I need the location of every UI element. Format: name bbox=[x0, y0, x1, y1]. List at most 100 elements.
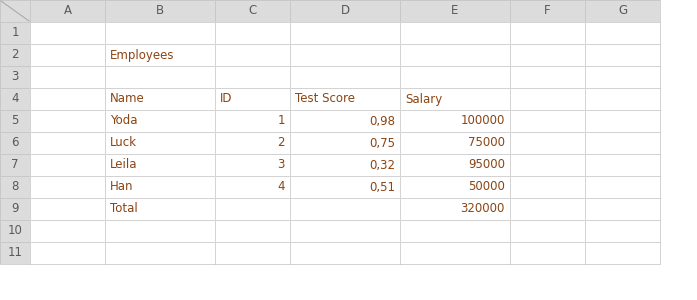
Bar bbox=[400, 0, 510, 22]
Bar bbox=[0, 22, 30, 44]
Bar bbox=[0, 220, 30, 242]
Bar bbox=[215, 220, 290, 242]
Bar bbox=[585, 220, 660, 242]
Bar bbox=[0, 198, 30, 220]
Text: 5: 5 bbox=[11, 115, 19, 128]
Bar bbox=[400, 110, 510, 132]
Text: Leila: Leila bbox=[110, 158, 137, 172]
Bar bbox=[105, 198, 215, 220]
Bar bbox=[0, 66, 30, 88]
Bar bbox=[30, 154, 105, 176]
Bar bbox=[30, 132, 105, 154]
Bar bbox=[585, 44, 660, 66]
Bar bbox=[290, 132, 400, 154]
Bar bbox=[585, 44, 660, 66]
Bar bbox=[215, 154, 290, 176]
Bar bbox=[510, 132, 585, 154]
Text: Employees: Employees bbox=[110, 49, 174, 62]
Bar bbox=[585, 198, 660, 220]
Text: 10: 10 bbox=[8, 224, 22, 238]
Bar bbox=[290, 220, 400, 242]
Bar bbox=[30, 176, 105, 198]
Bar bbox=[215, 242, 290, 264]
Bar bbox=[290, 154, 400, 176]
Text: 11: 11 bbox=[8, 247, 22, 260]
Bar bbox=[0, 88, 30, 110]
Text: 0,75: 0,75 bbox=[369, 136, 395, 149]
Bar bbox=[105, 154, 215, 176]
Bar bbox=[400, 66, 510, 88]
Bar bbox=[585, 220, 660, 242]
Bar bbox=[105, 176, 215, 198]
Bar bbox=[400, 0, 510, 22]
Bar bbox=[585, 132, 660, 154]
Bar bbox=[105, 0, 215, 22]
Bar bbox=[585, 88, 660, 110]
Bar bbox=[400, 198, 510, 220]
Bar bbox=[585, 22, 660, 44]
Text: 1: 1 bbox=[11, 26, 19, 40]
Bar bbox=[105, 220, 215, 242]
Bar bbox=[510, 44, 585, 66]
Bar bbox=[510, 220, 585, 242]
Bar bbox=[0, 22, 30, 44]
Bar bbox=[105, 242, 215, 264]
Bar bbox=[290, 0, 400, 22]
Bar bbox=[105, 88, 215, 110]
Bar bbox=[30, 220, 105, 242]
Bar bbox=[585, 110, 660, 132]
Bar bbox=[585, 0, 660, 22]
Bar bbox=[105, 110, 215, 132]
Bar bbox=[215, 176, 290, 198]
Bar bbox=[215, 110, 290, 132]
Bar bbox=[400, 198, 510, 220]
Bar bbox=[30, 132, 105, 154]
Bar bbox=[585, 132, 660, 154]
Text: E: E bbox=[452, 4, 459, 17]
Text: G: G bbox=[618, 4, 627, 17]
Bar bbox=[510, 88, 585, 110]
Bar bbox=[290, 88, 400, 110]
Bar bbox=[290, 176, 400, 198]
Bar bbox=[30, 66, 105, 88]
Text: 4: 4 bbox=[277, 181, 285, 194]
Bar bbox=[400, 88, 510, 110]
Bar bbox=[30, 22, 105, 44]
Bar bbox=[290, 44, 400, 66]
Bar bbox=[0, 132, 30, 154]
Text: A: A bbox=[63, 4, 72, 17]
Bar bbox=[215, 88, 290, 110]
Bar bbox=[510, 22, 585, 44]
Text: B: B bbox=[156, 4, 164, 17]
Bar bbox=[105, 22, 215, 44]
Bar bbox=[215, 242, 290, 264]
Bar bbox=[105, 198, 215, 220]
Bar bbox=[585, 110, 660, 132]
Text: 75000: 75000 bbox=[468, 136, 505, 149]
Bar bbox=[105, 44, 215, 66]
Bar bbox=[290, 66, 400, 88]
Bar bbox=[215, 198, 290, 220]
Bar bbox=[30, 44, 105, 66]
Bar bbox=[30, 88, 105, 110]
Text: 95000: 95000 bbox=[468, 158, 505, 172]
Bar bbox=[400, 154, 510, 176]
Bar bbox=[105, 110, 215, 132]
Bar bbox=[400, 220, 510, 242]
Bar bbox=[290, 22, 400, 44]
Bar bbox=[585, 176, 660, 198]
Text: 4: 4 bbox=[11, 92, 19, 106]
Bar bbox=[585, 66, 660, 88]
Bar bbox=[0, 176, 30, 198]
Bar bbox=[400, 132, 510, 154]
Bar bbox=[585, 154, 660, 176]
Text: 7: 7 bbox=[11, 158, 19, 172]
Bar bbox=[510, 110, 585, 132]
Bar bbox=[510, 176, 585, 198]
Bar bbox=[290, 110, 400, 132]
Bar bbox=[30, 0, 105, 22]
Bar bbox=[510, 242, 585, 264]
Bar bbox=[400, 22, 510, 44]
Bar bbox=[290, 44, 400, 66]
Bar bbox=[585, 88, 660, 110]
